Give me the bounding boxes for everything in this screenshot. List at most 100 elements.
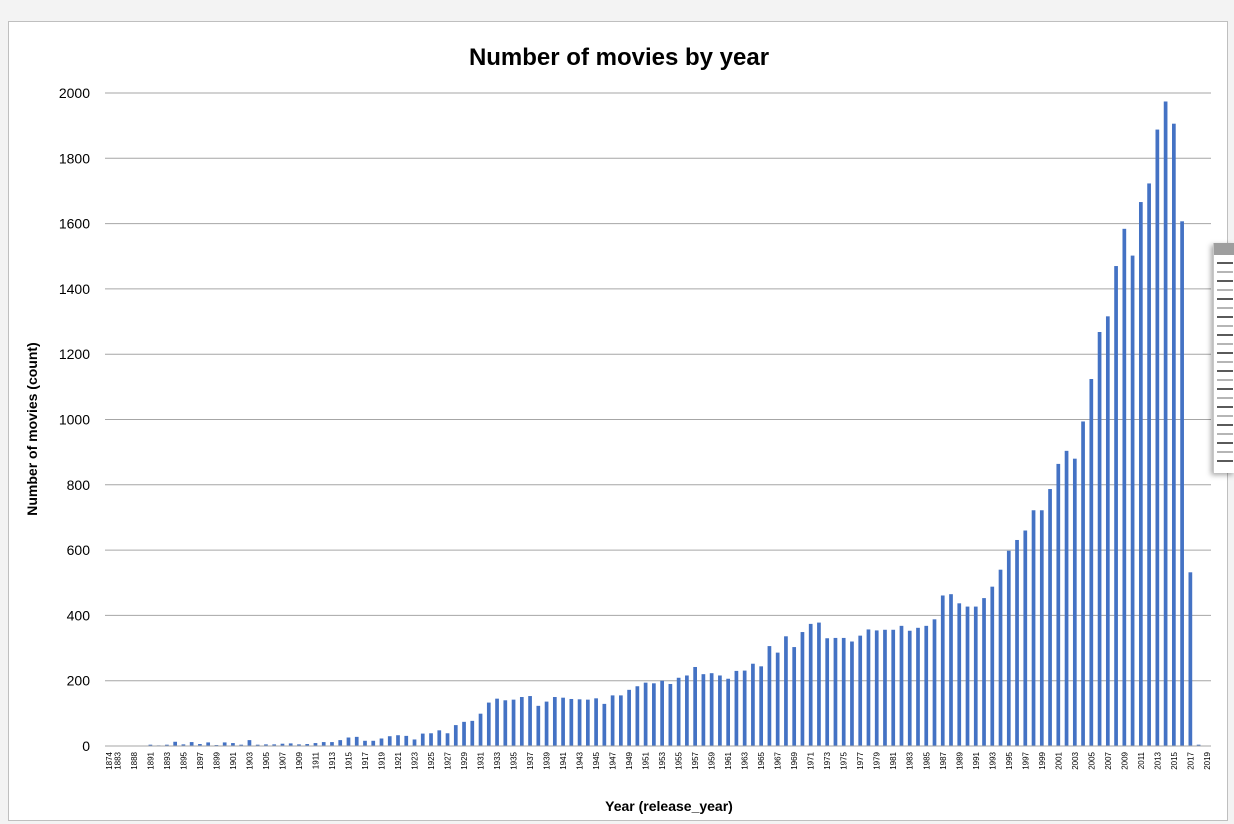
bar-1950[interactable]	[635, 686, 640, 746]
bar-1927[interactable]	[445, 733, 450, 746]
bar-1931[interactable]	[478, 713, 483, 746]
bar-1912[interactable]	[321, 742, 326, 746]
format-pane-sliver[interactable]	[1213, 243, 1234, 473]
bar-1955[interactable]	[676, 677, 681, 746]
bar-2007[interactable]	[1105, 316, 1110, 746]
bar-1992[interactable]	[982, 598, 986, 746]
bar-1904[interactable]	[255, 744, 260, 746]
bar-1962[interactable]	[734, 670, 739, 746]
bar-1990[interactable]	[965, 606, 970, 746]
bar-2017[interactable]	[1188, 572, 1193, 746]
bar-1941[interactable]	[561, 697, 565, 746]
bar-2004[interactable]	[1081, 421, 1085, 746]
bar-2012[interactable]	[1147, 183, 1151, 746]
bar-1910[interactable]	[305, 744, 310, 746]
bar-1938[interactable]	[536, 705, 541, 746]
bar-2008[interactable]	[1114, 266, 1118, 746]
bar-1913[interactable]	[330, 742, 334, 746]
bar-1923[interactable]	[412, 739, 417, 746]
bar-2014[interactable]	[1163, 101, 1168, 747]
bar-1924[interactable]	[420, 733, 425, 746]
bar-1968[interactable]	[784, 636, 788, 746]
bar-1947[interactable]	[610, 695, 615, 746]
bar-1937[interactable]	[528, 696, 532, 746]
bar-1997[interactable]	[1023, 530, 1028, 746]
bars[interactable]	[107, 101, 1209, 747]
bar-1925[interactable]	[429, 733, 433, 746]
bar-1982[interactable]	[899, 625, 904, 746]
bar-2005[interactable]	[1089, 379, 1094, 746]
bar-1951[interactable]	[643, 682, 648, 746]
bar-1996[interactable]	[1015, 539, 1019, 746]
bar-1989[interactable]	[957, 603, 962, 746]
bar-1911[interactable]	[313, 743, 318, 746]
bar-1920[interactable]	[387, 736, 392, 746]
bar-1961[interactable]	[726, 678, 731, 746]
bar-1985[interactable]	[924, 625, 929, 746]
bar-1917[interactable]	[363, 740, 367, 746]
bar-1921[interactable]	[396, 735, 400, 746]
bar-1983[interactable]	[907, 630, 912, 746]
bar-1970[interactable]	[800, 632, 805, 746]
bar-1957[interactable]	[693, 666, 697, 746]
bar-1919[interactable]	[379, 738, 384, 746]
bar-1988[interactable]	[949, 594, 953, 746]
bar-2010[interactable]	[1130, 255, 1135, 746]
bar-1902[interactable]	[239, 744, 244, 746]
bar-1940[interactable]	[552, 697, 557, 746]
bar-1975[interactable]	[841, 637, 846, 746]
bar-1976[interactable]	[850, 641, 854, 746]
bar-1905[interactable]	[264, 744, 268, 746]
bar-1964[interactable]	[751, 663, 755, 746]
bar-1971[interactable]	[808, 623, 813, 746]
bar-1948[interactable]	[619, 695, 623, 746]
bar-1993[interactable]	[990, 586, 995, 746]
bar-1946[interactable]	[602, 703, 607, 746]
bar-1984[interactable]	[916, 627, 920, 746]
bar-1979[interactable]	[874, 630, 879, 746]
bar-1963[interactable]	[742, 670, 747, 746]
bar-1956[interactable]	[685, 675, 689, 746]
bar-1916[interactable]	[354, 736, 359, 746]
bar-1953[interactable]	[660, 680, 664, 746]
bar-1969[interactable]	[792, 647, 797, 746]
bar-1901[interactable]	[231, 743, 235, 746]
bar-1893[interactable]	[165, 744, 169, 746]
bar-1895[interactable]	[181, 744, 186, 746]
bar-1980[interactable]	[883, 629, 887, 746]
bar-1981[interactable]	[891, 629, 896, 746]
bar-1918[interactable]	[371, 740, 376, 746]
bar-2016[interactable]	[1180, 221, 1184, 746]
bar-2018[interactable]	[1196, 744, 1201, 746]
bar-1926[interactable]	[437, 730, 442, 746]
bar-1995[interactable]	[1006, 550, 1011, 746]
bar-1974[interactable]	[833, 637, 838, 746]
bar-1960[interactable]	[718, 675, 722, 746]
bar-1933[interactable]	[495, 698, 499, 746]
bar-2000[interactable]	[1048, 489, 1052, 746]
bar-1909[interactable]	[297, 744, 301, 746]
bar-1906[interactable]	[272, 744, 277, 746]
bar-1898[interactable]	[206, 742, 211, 746]
bar-1929[interactable]	[462, 721, 466, 746]
bar-2009[interactable]	[1122, 228, 1127, 746]
bar-1932[interactable]	[486, 702, 491, 746]
bar-1943[interactable]	[577, 699, 582, 746]
bar-1949[interactable]	[627, 689, 631, 746]
bar-1986[interactable]	[932, 619, 937, 746]
bar-1952[interactable]	[652, 683, 656, 746]
bar-1973[interactable]	[825, 638, 830, 746]
bar-1945[interactable]	[594, 698, 598, 746]
bar-1922[interactable]	[404, 735, 409, 746]
bar-1897[interactable]	[198, 744, 202, 746]
bar-1939[interactable]	[544, 701, 549, 746]
bar-1977[interactable]	[858, 635, 863, 746]
bar-2011[interactable]	[1138, 202, 1143, 747]
bar-1914[interactable]	[338, 740, 343, 746]
bar-1928[interactable]	[453, 725, 458, 746]
bar-1994[interactable]	[998, 569, 1003, 746]
bar-2001[interactable]	[1056, 463, 1061, 746]
bar-1900[interactable]	[222, 742, 227, 746]
bar-1903[interactable]	[247, 740, 252, 746]
bar-1894[interactable]	[173, 741, 178, 746]
